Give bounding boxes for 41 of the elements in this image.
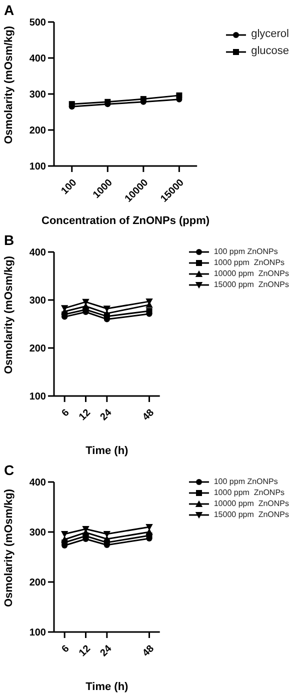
y-axis-title: Osmolarity (mOsm/kg) bbox=[2, 488, 15, 607]
legend-label: 100 ppm ZnONPs bbox=[214, 476, 278, 487]
x-tick-label: 12 bbox=[77, 407, 94, 424]
legend-label: glucose bbox=[251, 44, 289, 59]
legend-label: 1000 ppm ZnONPs bbox=[214, 487, 285, 498]
chart-title: C bbox=[4, 462, 14, 478]
y-tick-label: 200 bbox=[29, 344, 46, 355]
chart-title: B bbox=[4, 232, 14, 248]
x-tick-label: 6 bbox=[60, 407, 72, 420]
x-axis-title: Time (h) bbox=[86, 445, 129, 457]
y-axis-title: Osmolarity (mOsm/kg) bbox=[2, 26, 15, 144]
x-tick-label: 100 bbox=[59, 177, 80, 197]
y-tick-label: 300 bbox=[29, 90, 46, 101]
y-tick-label: 400 bbox=[29, 54, 46, 65]
x-axis-title: Time (h) bbox=[86, 681, 129, 693]
x-tick-label: 6 bbox=[60, 643, 72, 656]
y-tick-label: 100 bbox=[29, 162, 46, 173]
legend-label: 15000 ppm ZnONPs bbox=[214, 279, 289, 290]
legend-label: 10000 ppm ZnONPs bbox=[214, 498, 289, 509]
x-tick-label: 12 bbox=[77, 643, 94, 660]
legend-label: 10000 ppm ZnONPs bbox=[214, 268, 289, 279]
y-tick-label: 400 bbox=[29, 248, 46, 259]
y-tick-label: 100 bbox=[29, 628, 46, 639]
y-tick-label: 500 bbox=[29, 18, 46, 29]
y-tick-label: 200 bbox=[29, 578, 46, 589]
y-axis-title: Osmolarity (mOsm/kg) bbox=[2, 256, 15, 374]
x-tick-label: 48 bbox=[140, 643, 157, 660]
y-tick-label: 400 bbox=[29, 478, 46, 489]
x-tick-label: 24 bbox=[98, 643, 114, 660]
x-tick-label: 48 bbox=[140, 407, 157, 424]
x-tick-label: 24 bbox=[98, 407, 114, 424]
legend-label: 100 ppm ZnONPs bbox=[214, 246, 278, 257]
legend-label: glycerol bbox=[251, 27, 289, 42]
legend-label: 1000 ppm ZnONPs bbox=[214, 257, 285, 268]
y-tick-label: 300 bbox=[29, 528, 46, 539]
chart-title: A bbox=[4, 2, 14, 18]
y-tick-label: 100 bbox=[29, 392, 46, 403]
legend-label: 15000 ppm ZnONPs bbox=[214, 509, 289, 520]
y-tick-label: 300 bbox=[29, 296, 46, 307]
y-tick-label: 200 bbox=[29, 126, 46, 137]
x-axis-title: Concentration of ZnONPs (ppm) bbox=[42, 215, 210, 227]
